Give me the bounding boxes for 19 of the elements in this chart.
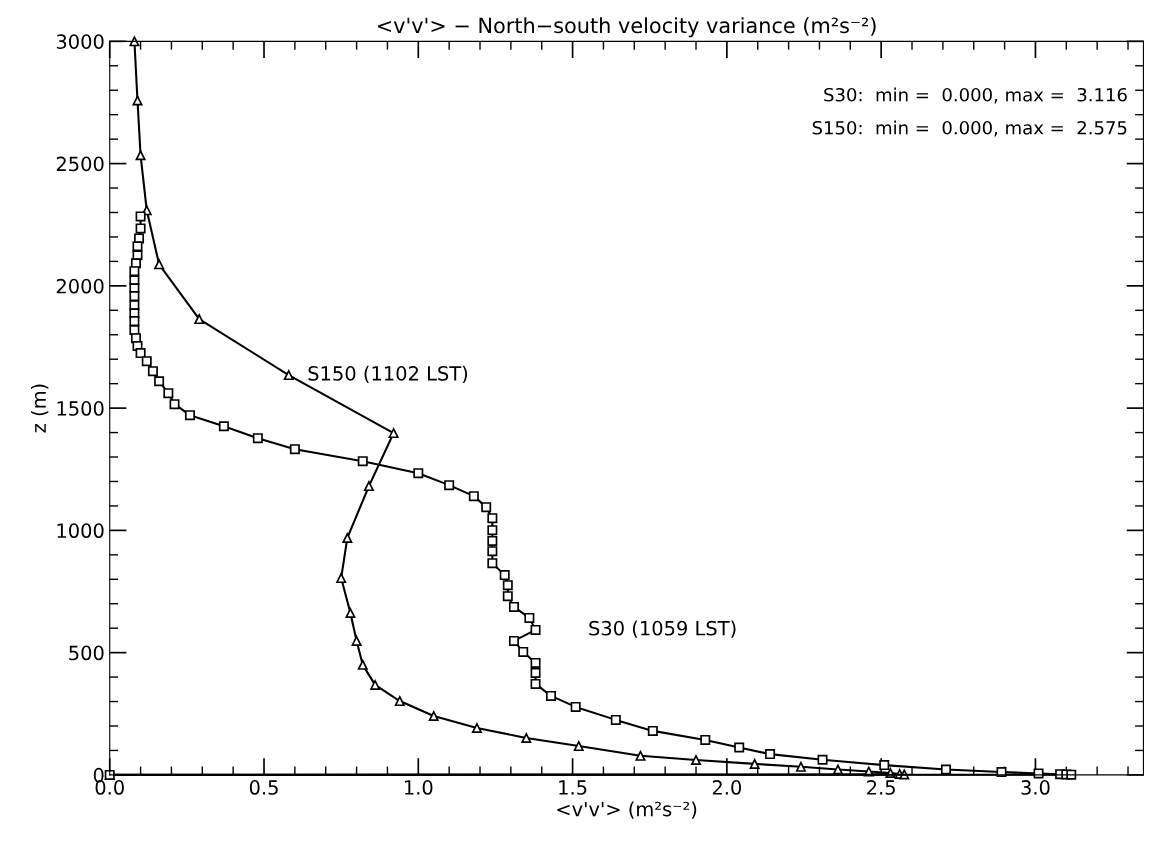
text: S30 (1059 LST) [589,620,736,638]
annotation: S150: min = 0.000, max = 2.575 [812,120,1127,137]
x-tick-label: 2.0 [712,780,742,795]
y-tick-label: 2000 [56,278,104,294]
y-axis-title: z (m) [31,384,49,433]
x-tick-label: 1.5 [559,780,587,795]
y-tick-label: 1500 [57,401,104,416]
x-tick-label: 1.0 [404,780,433,795]
annotation: S30: min = 0.000, max = 3.116 [824,87,1127,104]
series-label: S150 (1102 LST) [308,365,468,384]
x-tick-label: 2.5 [867,780,895,795]
chart-title: <v'v'> − North−south velocity variance (m²s⁻²) [377,17,876,38]
x-axis-title: <v'v'> (m²s⁻²) [557,801,697,819]
y-tick-label: 500 [69,645,104,661]
y-tick-label: 3000 [56,34,104,49]
y-tick-label: 2500 [56,156,104,172]
x-tick-label: 3.0 [1021,780,1050,795]
y-tick-label: 1000 [57,523,104,539]
x-tick-label: 0.5 [249,780,278,795]
